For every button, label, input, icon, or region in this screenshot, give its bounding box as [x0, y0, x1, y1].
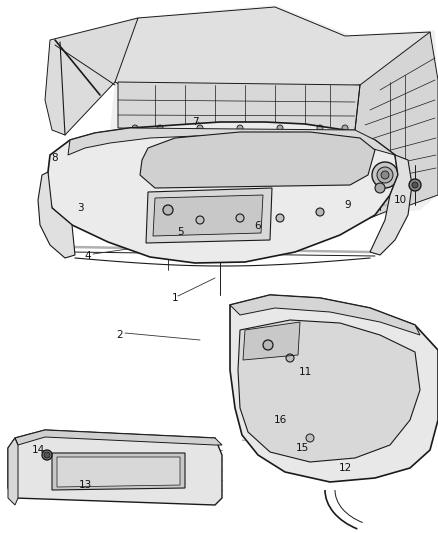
- Ellipse shape: [44, 452, 50, 458]
- Polygon shape: [45, 18, 138, 135]
- Polygon shape: [355, 32, 438, 218]
- Ellipse shape: [377, 167, 393, 183]
- Polygon shape: [230, 295, 438, 482]
- Ellipse shape: [196, 216, 204, 224]
- Polygon shape: [52, 453, 185, 490]
- Ellipse shape: [317, 125, 323, 131]
- Ellipse shape: [163, 205, 173, 215]
- Text: +: +: [137, 471, 143, 480]
- Text: 4: 4: [85, 251, 91, 261]
- Polygon shape: [153, 195, 263, 236]
- Text: 10: 10: [393, 195, 406, 205]
- Polygon shape: [38, 172, 75, 258]
- Polygon shape: [243, 322, 300, 360]
- Ellipse shape: [277, 125, 283, 131]
- Polygon shape: [115, 7, 430, 105]
- Ellipse shape: [263, 340, 273, 350]
- Ellipse shape: [197, 125, 203, 131]
- Polygon shape: [45, 122, 398, 263]
- Polygon shape: [118, 82, 360, 130]
- Polygon shape: [140, 132, 375, 188]
- Polygon shape: [230, 295, 420, 335]
- Text: 9: 9: [345, 200, 351, 210]
- Text: 12: 12: [339, 463, 352, 473]
- Text: 16: 16: [273, 415, 286, 425]
- Polygon shape: [238, 320, 420, 462]
- Ellipse shape: [237, 125, 243, 131]
- Polygon shape: [57, 457, 180, 487]
- Ellipse shape: [157, 125, 163, 131]
- Text: 15: 15: [295, 443, 309, 453]
- Polygon shape: [146, 188, 272, 243]
- Ellipse shape: [236, 214, 244, 222]
- Polygon shape: [45, 5, 438, 260]
- Text: 5: 5: [177, 227, 184, 237]
- Ellipse shape: [132, 125, 138, 131]
- Polygon shape: [8, 438, 18, 505]
- Ellipse shape: [381, 171, 389, 179]
- Ellipse shape: [409, 179, 421, 191]
- Text: 6: 6: [254, 221, 261, 231]
- Ellipse shape: [316, 208, 324, 216]
- Ellipse shape: [306, 434, 314, 442]
- Polygon shape: [8, 430, 222, 505]
- Ellipse shape: [375, 183, 385, 193]
- Text: 11: 11: [298, 367, 311, 377]
- Text: +: +: [106, 467, 113, 477]
- Polygon shape: [68, 128, 395, 155]
- Ellipse shape: [286, 354, 294, 362]
- Text: 2: 2: [117, 330, 124, 340]
- Text: 8: 8: [52, 153, 58, 163]
- Ellipse shape: [276, 214, 284, 222]
- Ellipse shape: [42, 450, 52, 460]
- Ellipse shape: [412, 182, 418, 188]
- Text: 14: 14: [32, 445, 45, 455]
- Text: 3: 3: [77, 203, 83, 213]
- Ellipse shape: [372, 162, 398, 188]
- Text: 7: 7: [192, 117, 198, 127]
- Text: 13: 13: [78, 480, 92, 490]
- Ellipse shape: [342, 125, 348, 131]
- Polygon shape: [15, 430, 222, 445]
- Polygon shape: [370, 155, 412, 255]
- Text: 1: 1: [172, 293, 178, 303]
